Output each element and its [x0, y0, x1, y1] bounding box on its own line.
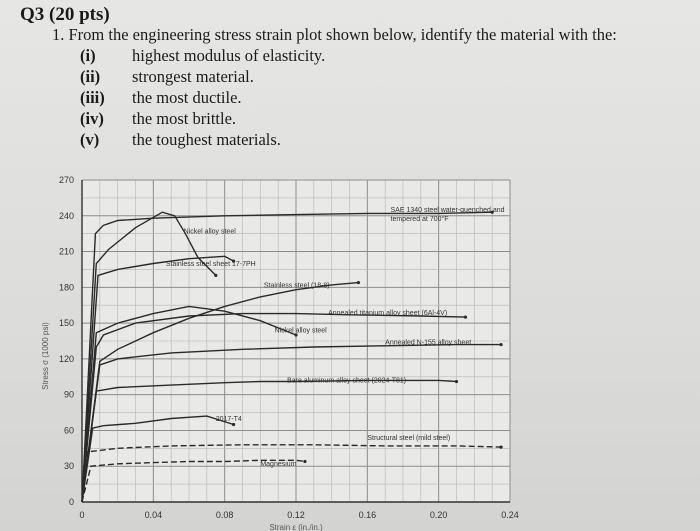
x-tick-label: 0.04 — [145, 510, 163, 520]
item-text: highest modulus of elasticity. — [132, 46, 326, 65]
chart-series — [81, 210, 503, 503]
y-tick-label: 180 — [59, 282, 74, 292]
series-end-point — [454, 379, 459, 384]
question-stem: 1. From the engineering stress strain pl… — [52, 25, 617, 45]
chart-grid — [81, 179, 511, 503]
y-axis-title: Stress σ (1000 psi) — [41, 322, 50, 390]
y-tick-label: 240 — [59, 211, 74, 221]
series-line — [81, 459, 305, 503]
series-label: Annealed titanium alloy sheet (6Al-4V) — [328, 310, 447, 317]
x-tick-label: 0 — [79, 510, 84, 520]
series-label: Bare aluminum alloy sheet (2024-T81) — [287, 378, 406, 385]
series-end-point — [356, 280, 361, 285]
series-label: Structural steel (mild steel) — [367, 435, 450, 442]
series-line — [81, 211, 493, 503]
series-line — [81, 415, 234, 503]
question-stem-text: From the engineering stress strain plot … — [68, 25, 617, 44]
series-end-point — [463, 315, 468, 319]
x-tick-label: 0.24 — [501, 510, 519, 520]
series-end-point — [499, 342, 503, 347]
series-label: Nickel alloy steel — [275, 328, 328, 335]
question-item: (v) the toughest materials. — [80, 130, 281, 150]
x-tick-label: 0.20 — [430, 510, 448, 520]
series-line — [81, 255, 234, 503]
chart-labels: SAE 1340 steel water-quenched andtempere… — [166, 207, 505, 468]
series-label: SAE 1340 steel water-quenched and — [391, 207, 505, 214]
series-end-point — [214, 273, 218, 278]
y-tick-label: 150 — [59, 318, 74, 328]
question-item: (i) highest modulus of elasticity. — [80, 46, 325, 66]
series-end-point — [231, 259, 236, 263]
series-end-point — [294, 333, 298, 337]
series-label: Magnesium — [260, 461, 296, 468]
y-tick-label: 120 — [59, 354, 74, 364]
item-number: (i) — [80, 46, 96, 65]
question-label: Q3 — [20, 4, 45, 25]
x-tick-label: 0.08 — [216, 510, 234, 520]
series-line — [81, 211, 217, 503]
stress-strain-chart: 0 0.04 0.08 0.12 0.16 0.20 0.24 0 30 60 90 120 150 18… — [41, 175, 519, 531]
item-text: the toughest materials. — [132, 130, 281, 149]
item-text: the most ductile. — [132, 88, 242, 107]
y-tick-label: 210 — [59, 247, 74, 257]
series-label: tempered at 700°F — [391, 215, 449, 223]
series-end-point — [303, 459, 307, 464]
question-header: Q3 (20 pts) — [20, 4, 110, 26]
item-number: (iii) — [80, 88, 105, 107]
series-label: 2017-T4 — [216, 416, 242, 423]
y-tick-label: 270 — [59, 175, 74, 185]
series-label: Annealed N-155 alloy sheet — [385, 340, 471, 347]
item-text: strongest material. — [132, 67, 254, 86]
x-tick-label: 0.16 — [359, 510, 377, 520]
y-tick-label: 90 — [64, 390, 74, 400]
y-tick-label: 60 — [64, 425, 74, 435]
series-line — [81, 379, 457, 503]
series-end-point — [490, 210, 494, 214]
item-number: (iv) — [80, 109, 104, 128]
question-item: (iii) the most ductile. — [80, 88, 242, 108]
x-axis-title: Strain ε (in./in.) — [269, 523, 323, 531]
question-number: 1. — [52, 25, 65, 44]
question-item: (iv) the most brittle. — [80, 109, 236, 129]
series-line — [81, 343, 502, 503]
series-label: Nickel alloy steel — [184, 229, 237, 236]
series-label: Stainless steel sheet 17-7PH — [166, 261, 256, 268]
item-number: (v) — [80, 130, 100, 149]
series-end-point — [499, 445, 503, 449]
item-number: (ii) — [80, 67, 101, 86]
question-item: (ii) strongest material. — [80, 67, 254, 87]
series-line — [81, 305, 297, 503]
chart-axes: 0 0.04 0.08 0.12 0.16 0.20 0.24 0 30 60 90 120 150 18… — [41, 175, 519, 531]
question-points: (20 pts) — [49, 4, 110, 25]
y-tick-label: 0 — [69, 497, 74, 507]
series-line — [81, 312, 466, 503]
y-tick-label: 30 — [64, 461, 74, 471]
x-tick-label: 0.12 — [287, 510, 305, 520]
item-text: the most brittle. — [132, 109, 237, 128]
series-end-point — [231, 422, 236, 427]
series-line — [81, 444, 502, 503]
series-line — [81, 281, 359, 503]
series-label: Stainless steel (18-8) — [264, 282, 330, 289]
